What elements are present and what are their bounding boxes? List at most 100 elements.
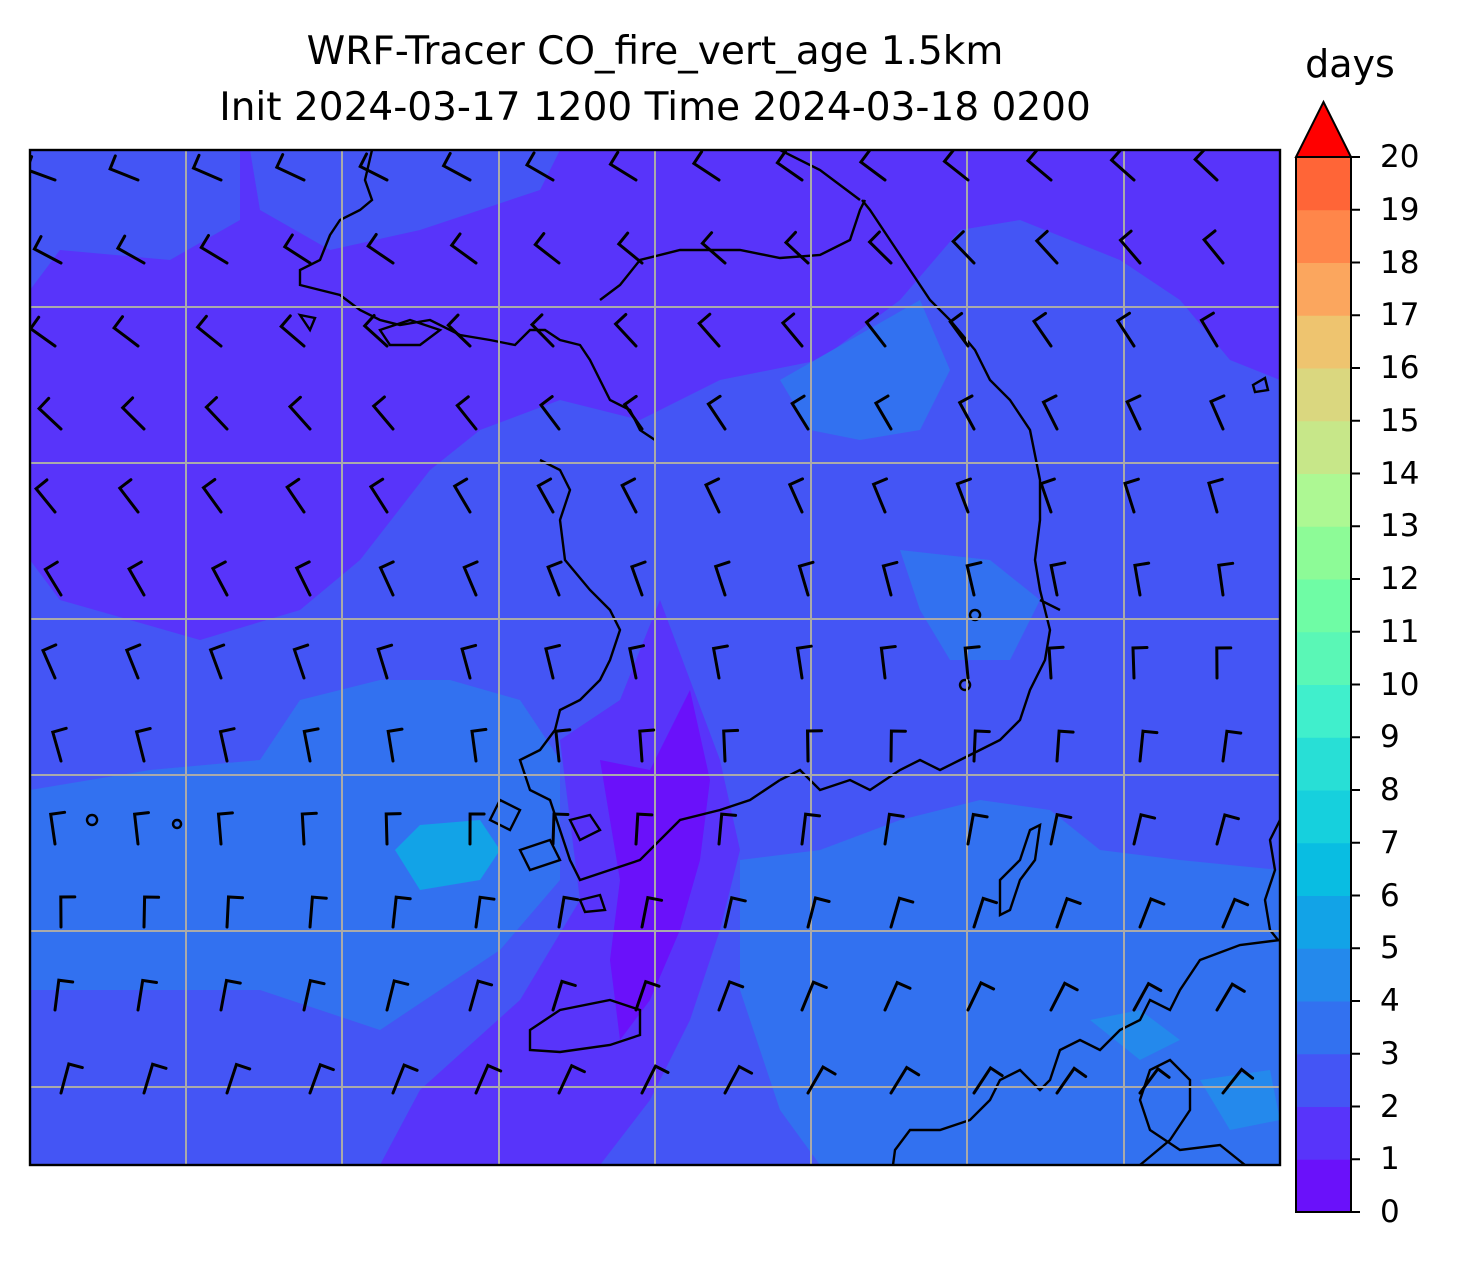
wind-barb bbox=[554, 728, 572, 763]
colorbar-tick-label: 16 bbox=[1380, 350, 1420, 386]
wind-barb bbox=[790, 394, 810, 431]
wind-barb bbox=[557, 1063, 586, 1095]
coastline-japan-south bbox=[1138, 1058, 1246, 1165]
wind-barb bbox=[787, 477, 804, 514]
wind-barb bbox=[806, 896, 831, 929]
wind-barb bbox=[117, 478, 140, 514]
wind-barb bbox=[1217, 561, 1235, 597]
islands-west-archipelago bbox=[488, 798, 607, 914]
wind-barb bbox=[1193, 150, 1219, 182]
wind-barb bbox=[384, 812, 402, 846]
wind-barb bbox=[551, 979, 577, 1012]
wind-barb bbox=[706, 394, 727, 431]
wind-barb bbox=[889, 896, 915, 929]
wind-barb bbox=[308, 895, 328, 929]
wind-barb bbox=[1138, 1066, 1171, 1095]
wind-barb bbox=[302, 727, 320, 763]
wind-barb bbox=[546, 560, 563, 597]
wind-barb bbox=[613, 313, 638, 348]
wind-barb bbox=[366, 233, 395, 265]
wind-barb bbox=[1049, 812, 1073, 846]
wind-barb bbox=[386, 727, 404, 763]
wind-barb bbox=[879, 645, 897, 680]
wind-barb bbox=[285, 477, 306, 514]
wind-barb bbox=[49, 810, 67, 846]
wind-barb bbox=[858, 150, 887, 182]
wind-barb bbox=[1132, 812, 1157, 846]
wind-barb bbox=[362, 314, 389, 348]
wind-barb bbox=[30, 155, 57, 182]
colorbar-segment bbox=[1296, 737, 1351, 791]
wind-barb bbox=[1118, 229, 1142, 265]
wind-barb bbox=[713, 560, 731, 597]
wind-barb bbox=[120, 396, 146, 431]
wind-barb bbox=[225, 895, 244, 929]
wind-barb bbox=[1047, 645, 1065, 680]
colorbar-tick-label: 13 bbox=[1380, 508, 1420, 545]
wind-barb bbox=[33, 478, 57, 514]
colorbar-tick-label: 17 bbox=[1380, 297, 1420, 334]
wind-barb bbox=[1209, 394, 1226, 431]
wind-barb bbox=[455, 395, 478, 431]
colorbar-segment bbox=[1296, 262, 1351, 316]
wind-barb bbox=[536, 477, 555, 514]
wind-barb bbox=[889, 1065, 921, 1095]
wind-barb bbox=[1215, 813, 1240, 846]
wind-barb bbox=[608, 150, 638, 182]
wind-barb bbox=[36, 396, 63, 431]
colorbar-tick-label: 15 bbox=[1380, 402, 1420, 439]
wind-barb bbox=[294, 560, 312, 597]
wind-barb bbox=[1131, 646, 1149, 680]
wind-barb bbox=[385, 979, 410, 1012]
wind-barb bbox=[210, 560, 229, 597]
island-small-5 bbox=[1251, 376, 1270, 394]
wind-barb bbox=[783, 230, 810, 265]
wind-barb bbox=[132, 811, 150, 846]
wind-barb bbox=[881, 560, 899, 597]
colorbar-tick-label: 4 bbox=[1380, 983, 1400, 1019]
wind-barb bbox=[628, 644, 645, 680]
colorbar-segment bbox=[1296, 157, 1351, 211]
wind-barb bbox=[127, 560, 146, 597]
wind-barb bbox=[371, 395, 395, 431]
wind-barb bbox=[873, 394, 893, 431]
coastline-japan-kyushu bbox=[891, 938, 1280, 1165]
wind-barb bbox=[722, 728, 740, 763]
coastline-korea-west bbox=[518, 458, 781, 882]
wind-barb bbox=[468, 812, 486, 846]
colorbar-segment bbox=[1296, 948, 1351, 1002]
wind-barb bbox=[208, 643, 226, 680]
wind-barb bbox=[544, 644, 561, 680]
wind-barb bbox=[640, 895, 664, 929]
wind-barb bbox=[378, 560, 395, 597]
wind-barb bbox=[1199, 311, 1219, 348]
colorbar-tick-label: 0 bbox=[1380, 1194, 1400, 1230]
island-small-4 bbox=[171, 818, 183, 830]
wind-barb bbox=[972, 1065, 1004, 1095]
wind-barb bbox=[800, 812, 821, 846]
wind-barb bbox=[1201, 229, 1225, 265]
wind-barb bbox=[204, 396, 229, 431]
islands-liaodong bbox=[297, 313, 443, 347]
wind-barb bbox=[538, 395, 561, 431]
colorbar-tick-label: 12 bbox=[1380, 561, 1420, 597]
wind-barb bbox=[1115, 311, 1136, 348]
wind-barb bbox=[1025, 150, 1053, 182]
colorbar-segment bbox=[1296, 1053, 1351, 1107]
wind-barb bbox=[1039, 477, 1056, 514]
colorbar-segment bbox=[1296, 631, 1351, 685]
colorbar-segment bbox=[1296, 790, 1351, 844]
wind-barb bbox=[1049, 981, 1079, 1012]
wind-barb bbox=[700, 231, 727, 265]
contour-level-1-core bbox=[380, 600, 740, 1165]
colorbar-segment bbox=[1296, 473, 1351, 527]
wind-barb bbox=[474, 1063, 503, 1095]
contour-level-3-n bbox=[780, 300, 950, 440]
colorbar-tick-label: 2 bbox=[1380, 1088, 1400, 1125]
colorbar-extend-arrow bbox=[1294, 99, 1353, 158]
wind-barb bbox=[1055, 896, 1082, 929]
coastline-korea-east bbox=[1039, 598, 1061, 612]
gridlines bbox=[30, 150, 1280, 1165]
wind-barb bbox=[524, 151, 555, 182]
wind-barb bbox=[955, 477, 972, 514]
